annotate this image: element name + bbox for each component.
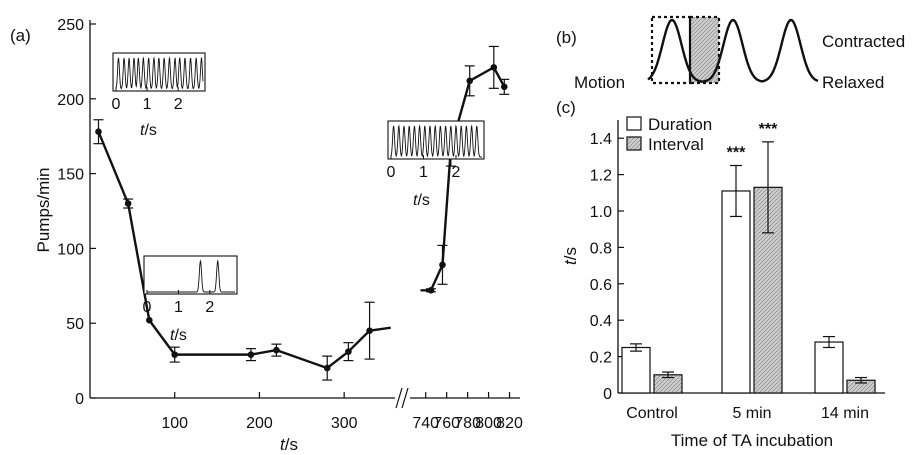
panel-c-ytick-label: 0.4 xyxy=(590,313,612,330)
inset-xtick-label: 1 xyxy=(419,164,428,181)
panel-a-data-point xyxy=(439,261,446,269)
panel-b: (b) Motion Contracted Relaxed xyxy=(556,15,905,92)
axis-break-mark xyxy=(395,387,409,409)
panel-a-series-line xyxy=(420,65,506,292)
panel-a-series-line xyxy=(97,131,391,370)
panel-c-xtick-label: Control xyxy=(626,405,678,422)
panel-c-ytick-label: 1.0 xyxy=(590,204,612,221)
inset-trace xyxy=(115,56,204,90)
legend-swatch-interval xyxy=(626,136,642,151)
panel-a-series xyxy=(93,45,510,381)
inset-xlabel: t/s xyxy=(140,122,157,139)
panel-c-bars: *** *** xyxy=(621,121,876,394)
panel-a-data-point xyxy=(500,83,508,91)
legend-label-duration: Duration xyxy=(648,115,712,134)
panel-c-ylabel: t/s xyxy=(561,247,580,265)
panel-c-ytick-label: 0 xyxy=(603,386,612,403)
inset-2: 0 1 2 t/s xyxy=(387,120,485,209)
inset-xlabel: t/s xyxy=(170,327,187,344)
panel-a-xtick-label: 760 xyxy=(433,415,460,432)
panel-c-xtick-label: 5 min xyxy=(732,405,771,422)
panel-a-ytick-label: 150 xyxy=(57,167,84,184)
panel-a-xtick-label: 820 xyxy=(496,415,523,432)
panel-a-xtick-label: 300 xyxy=(331,415,358,432)
panel-a-xtick-label: 200 xyxy=(246,415,273,432)
inset-trace xyxy=(147,259,235,293)
panel-a-ylabel: Pumps/min xyxy=(34,167,53,252)
significance-marker: *** xyxy=(759,121,778,138)
panel-a-data-point xyxy=(345,348,352,355)
motion-waveform xyxy=(647,18,819,83)
panel-a-ytick-label: 200 xyxy=(57,92,84,109)
inset-1: 0 1 2 t/s xyxy=(143,255,238,344)
panel-a-data-point xyxy=(466,77,474,85)
inset-xtick-label: 0 xyxy=(143,299,152,316)
panel-a-ytick-label: 100 xyxy=(57,241,84,258)
contracted-label: Contracted xyxy=(822,32,905,51)
bar-duration xyxy=(621,346,651,394)
panel-c-xtick-label: 14 min xyxy=(821,405,869,422)
panel-a-xtick-label: 100 xyxy=(161,415,188,432)
panel-c-ytick-label: 0.2 xyxy=(590,350,612,367)
inset-xtick-label: 2 xyxy=(174,96,183,113)
relaxed-label: Relaxed xyxy=(822,73,884,92)
inset-frame xyxy=(143,255,238,295)
panel-c-yticks: 0 0.2 0.4 0.6 0.8 1.0 1.2 1.4 xyxy=(590,131,624,403)
panel-c-label: (c) xyxy=(556,98,576,117)
panel-a-ytick-label: 50 xyxy=(66,316,84,333)
inset-0: 0 1 2 t/s xyxy=(112,52,206,139)
panel-a-ytick-label: 0 xyxy=(75,391,84,408)
inset-xtick-label: 1 xyxy=(143,96,152,113)
inset-xlabel: t/s xyxy=(413,192,430,209)
motion-label: Motion xyxy=(574,73,625,92)
significance-marker: *** xyxy=(727,145,746,162)
panel-c-xlabel: Time of TA incubation xyxy=(671,431,833,450)
panel-a-data-point xyxy=(366,327,373,334)
panel-a-data-point xyxy=(124,200,132,207)
panel-c-ytick-label: 0.6 xyxy=(590,277,612,294)
panel-b-label: (b) xyxy=(556,28,577,47)
bar-duration xyxy=(721,190,751,394)
panel-a-yticks: 0 50 100 150 200 250 xyxy=(57,17,96,408)
duration-box xyxy=(650,15,692,85)
panel-a-data-point xyxy=(247,351,255,358)
panel-a-label: (a) xyxy=(10,26,31,45)
panel-a-data-point xyxy=(490,64,498,71)
legend-swatch-duration xyxy=(626,116,642,131)
interval-box xyxy=(688,15,721,85)
inset-trace xyxy=(390,124,482,158)
panel-a-xtick-label: 740 xyxy=(412,415,439,432)
panel-a-data-point xyxy=(273,346,280,354)
inset-xtick-label: 0 xyxy=(112,96,121,113)
panel-a-ytick-label: 250 xyxy=(57,17,84,34)
panel-c-ytick-label: 1.2 xyxy=(590,168,612,185)
panel-a-xtick-label: 800 xyxy=(475,415,502,432)
panel-c: (c) t/s 0 0.2 0.4 0.6 0.8 1.0 1.2 1.4 *** *** Co… xyxy=(556,98,885,450)
inset-xtick-label: 1 xyxy=(174,299,183,316)
panel-a-data-point xyxy=(323,364,331,372)
panel-c-xticks: Control 5 min 14 min xyxy=(626,405,869,422)
panel-a-data-point xyxy=(95,128,102,136)
bar-duration xyxy=(814,341,844,394)
panel-a-data-point xyxy=(427,286,435,294)
panel-c-ytick-label: 0.8 xyxy=(590,240,612,257)
legend-label-interval: Interval xyxy=(648,135,704,154)
panel-c-legend: Duration Interval xyxy=(626,115,712,154)
panel-a-data-point xyxy=(146,316,153,324)
panel-a-data-point xyxy=(171,351,179,358)
panel-c-ytick-label: 1.4 xyxy=(590,131,612,148)
inset-xtick-label: 2 xyxy=(205,299,214,316)
inset-xtick-label: 0 xyxy=(387,164,396,181)
inset-xtick-label: 2 xyxy=(452,164,461,181)
panel-a-xtick-label: 780 xyxy=(454,415,481,432)
panel-a-xlabel: t/s xyxy=(280,435,298,454)
